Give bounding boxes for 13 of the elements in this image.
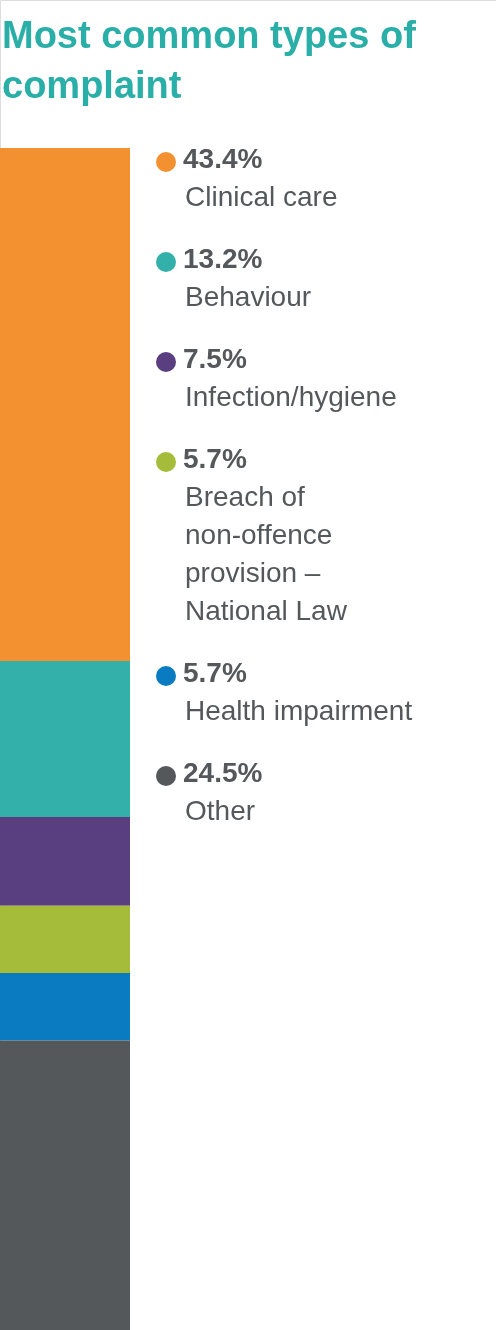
bar <box>0 905 130 974</box>
text: Most common types of complaint <box>2 14 417 106</box>
bar <box>0 817 130 906</box>
legend-label: 13.2% Behaviour <box>183 243 312 312</box>
bar <box>0 973 130 1041</box>
legend-label: 5.7% Health impairment <box>183 657 413 726</box>
legend-label: 43.4% Clinical care <box>183 143 338 212</box>
bar <box>0 148 130 661</box>
bar <box>0 1040 130 1330</box>
bar <box>0 660 130 818</box>
legend-label: 5.7% Breach of non-offence provision – National Law <box>183 443 348 626</box>
legend-label: 24.5% Other <box>183 757 263 826</box>
legend-label: 7.5% Infection/hygiene <box>183 343 397 412</box>
